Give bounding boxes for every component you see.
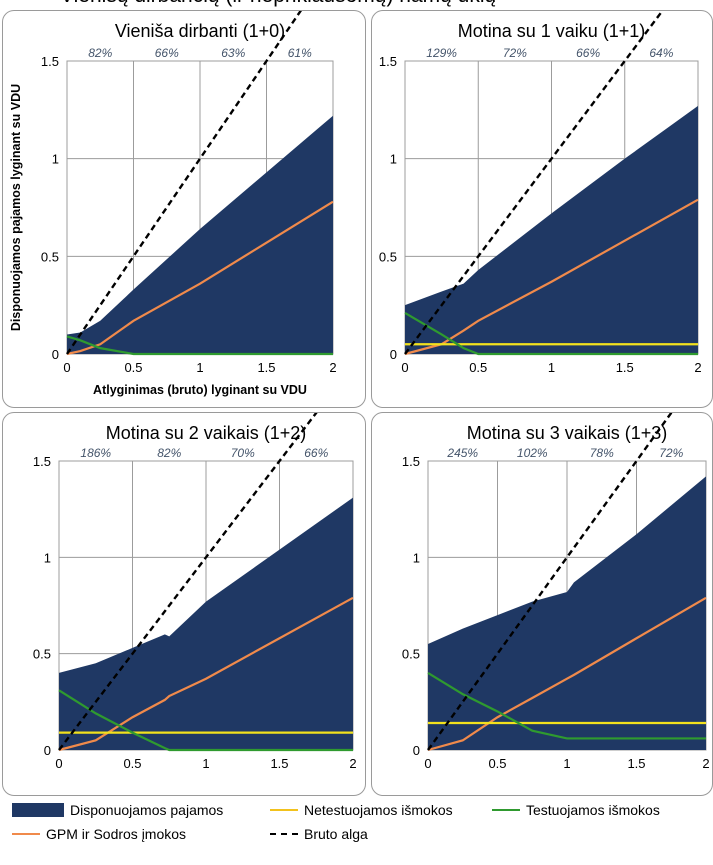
x-tick-label: 0.5 [469,360,487,375]
y-tick-label: 1.5 [379,54,397,69]
chart-title: Vieniša dirbanti (1+0) [115,21,285,41]
x-tick-label: 2 [349,756,356,771]
series-disponuojamos-pajamos-area [405,105,698,354]
x-tick-label: 1.5 [270,756,288,771]
x-tick-label: 0 [55,756,62,771]
y-tick-label: 0.5 [379,249,397,264]
legend-swatch-non-means-tested [270,809,298,811]
top-percentage-label: 70% [231,446,255,460]
y-tick-label: 0.5 [41,249,59,264]
legend-label-non-means-tested: Netestuojamos išmokos [304,802,453,818]
top-percentage-label: 102% [517,446,548,460]
top-percentage-label: 78% [590,446,614,460]
y-tick-label: 1 [413,550,420,565]
y-axis-title: Disponuojamos pajamos lyginant su VDU [9,84,23,331]
chart-svg: Motina su 1 vaiku (1+1) 0 0.5 1 1.5 2 0 0.5 1 1.5… [379,11,702,375]
top-percentage-label: 61% [288,46,312,60]
chart-legend: Disponuojamos pajamos Netestuojamos išmo… [12,798,712,864]
x-tick-label: 1.5 [616,360,634,375]
y-tick-label: 1 [390,152,397,167]
y-tick-label: 0.5 [402,647,420,662]
legend-item-tax: GPM ir Sodros įmokos [12,826,186,842]
legend-swatch-disposable [12,803,64,817]
legend-item-means-tested: Testuojamos išmokos [492,802,660,818]
top-percentage-label: 63% [221,46,245,60]
top-percentage-label: 72% [659,446,683,460]
legend-item-disposable: Disponuojamos pajamos [12,802,223,818]
x-tick-label: 1 [548,360,555,375]
y-tick-label: 1 [52,152,59,167]
chart-title: Motina su 3 vaikais (1+3) [467,423,668,443]
legend-swatch-tax [12,833,40,835]
y-tick-label: 0 [44,743,51,758]
chart-svg: Motina su 2 vaikais (1+2) 0 0.5 1 1.5 2 0 0.5 1 1… [33,413,357,771]
chart-panel-mother-one-child: Motina su 1 vaiku (1+1) 0 0.5 1 1.5 2 0 0.5 1 1.5… [371,10,713,408]
x-tick-label: 1 [202,756,209,771]
top-percentage-label: 186% [80,446,111,460]
x-tick-label: 2 [694,360,701,375]
legend-label-means-tested: Testuojamos išmokos [526,802,660,818]
legend-item-non-means-tested: Netestuojamos išmokos [270,802,453,818]
x-tick-label: 0.5 [124,360,142,375]
series-disponuojamos-pajamos-area [428,476,706,750]
top-percentage-label: 245% [446,446,478,460]
x-axis-title: Atlyginimas (bruto) lyginant su VDU [93,383,307,397]
chart-panel-mother-three-children: Motina su 3 vaikais (1+3) 0 0.5 1 1.5 2 0 0.5 1 1… [371,412,713,796]
x-tick-label: 0 [63,360,70,375]
y-tick-label: 1 [44,550,51,565]
top-percentage-label: 129% [426,46,457,60]
x-tick-label: 0.5 [123,756,141,771]
x-tick-label: 2 [702,756,709,771]
series-gpm-ir-sodros-imokos-line [58,596,354,752]
x-tick-label: 0 [401,360,408,375]
chart-svg: Vieniša dirbanti (1+0) 0 0.5 1 1.5 2 0 0.5 1 1.5 8… [9,11,337,397]
x-tick-label: 2 [329,360,336,375]
top-percentage-label: 82% [157,446,181,460]
series-testuojamos-ismokos-line [427,671,706,740]
series-gpm-ir-sodros-imokos-line [427,596,707,752]
x-tick-label: 0 [424,756,431,771]
legend-swatch-means-tested [492,809,520,811]
chart-title: Motina su 1 vaiku (1+1) [458,21,646,41]
top-percentage-label: 66% [155,46,179,60]
series-disponuojamos-pajamos-area [67,115,333,355]
y-tick-label: 0 [52,347,59,362]
x-tick-label: 1.5 [627,756,645,771]
legend-swatch-gross [270,833,298,835]
y-tick-label: 1.5 [41,54,59,69]
chart-title: Motina su 2 vaikais (1+2) [106,423,307,443]
series-testuojamos-ismokos-line [58,689,353,752]
y-tick-label: 0 [413,743,420,758]
legend-label-disposable: Disponuojamos pajamos [70,802,224,818]
legend-label-tax: GPM ir Sodros įmokos [46,826,187,842]
x-tick-label: 0.5 [488,756,506,771]
legend-label-gross: Bruto alga [304,826,368,842]
x-tick-label: 1 [563,756,570,771]
chart-panel-single-working: Vieniša dirbanti (1+0) 0 0.5 1 1.5 2 0 0.5 1 1.5 8… [2,10,366,408]
y-tick-label: 1.5 [33,454,51,469]
y-tick-label: 1.5 [402,454,420,469]
y-tick-label: 0.5 [33,647,51,662]
legend-item-gross: Bruto alga [270,826,368,842]
chart-panel-mother-two-children: Motina su 2 vaikais (1+2) 0 0.5 1 1.5 2 0 0.5 1 1… [2,412,366,796]
top-percentage-label: 82% [88,46,112,60]
x-tick-label: 1.5 [257,360,275,375]
x-tick-label: 1 [196,360,203,375]
top-percentage-label: 66% [304,446,328,460]
chart-svg: Motina su 3 vaikais (1+3) 0 0.5 1 1.5 2 0 0.5 1 1… [402,413,710,771]
top-percentage-label: 72% [503,46,527,60]
top-percentage-label: 64% [649,46,673,60]
series-disponuojamos-pajamos-area [59,497,353,750]
series-bruto-alga-line [58,413,318,751]
y-tick-label: 0 [390,347,397,362]
cut-off-header-text: Vienišų dirbančių (ir nepriklausomų) nam… [60,0,580,8]
top-percentage-label: 66% [576,46,600,60]
